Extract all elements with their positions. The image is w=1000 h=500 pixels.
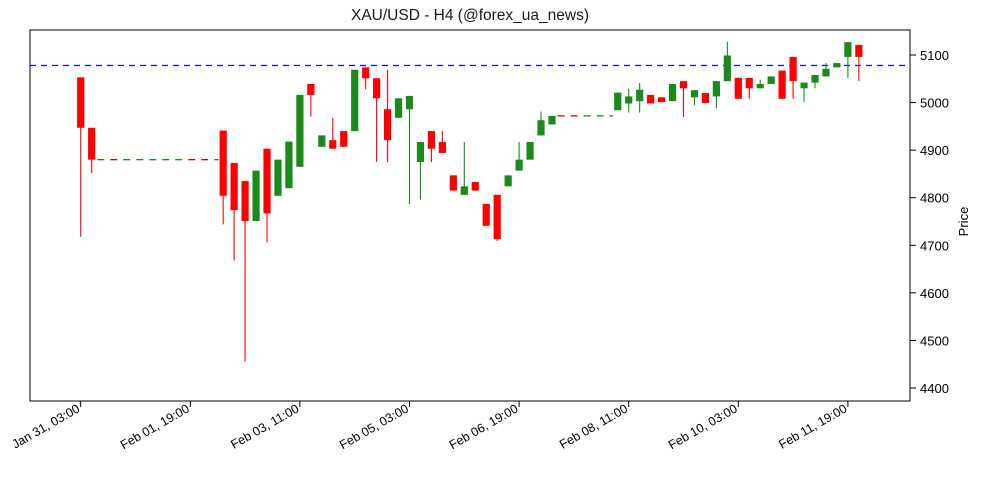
svg-text:Feb 03, 11:00: Feb 03, 11:00 [228,401,301,451]
svg-text:4600: 4600 [920,286,949,301]
svg-text:5100: 5100 [920,48,949,63]
svg-text:Feb 06, 19:00: Feb 06, 19:00 [447,401,521,452]
svg-text:Price: Price [956,207,971,237]
svg-text:4800: 4800 [920,191,949,206]
svg-text:Feb 01, 19:00: Feb 01, 19:00 [118,401,192,452]
svg-text:4700: 4700 [920,238,949,253]
svg-text:Feb 08, 11:00: Feb 08, 11:00 [557,401,630,451]
svg-text:Feb 10, 03:00: Feb 10, 03:00 [666,401,740,452]
svg-text:4500: 4500 [920,333,949,348]
svg-text:Feb 05, 03:00: Feb 05, 03:00 [337,401,411,452]
svg-text:5000: 5000 [920,96,949,111]
svg-text:4400: 4400 [920,381,949,396]
svg-text:Feb 11, 19:00: Feb 11, 19:00 [776,401,849,451]
svg-text:Jan 31, 03:00: Jan 31, 03:00 [10,401,83,451]
svg-text:4900: 4900 [920,143,949,158]
